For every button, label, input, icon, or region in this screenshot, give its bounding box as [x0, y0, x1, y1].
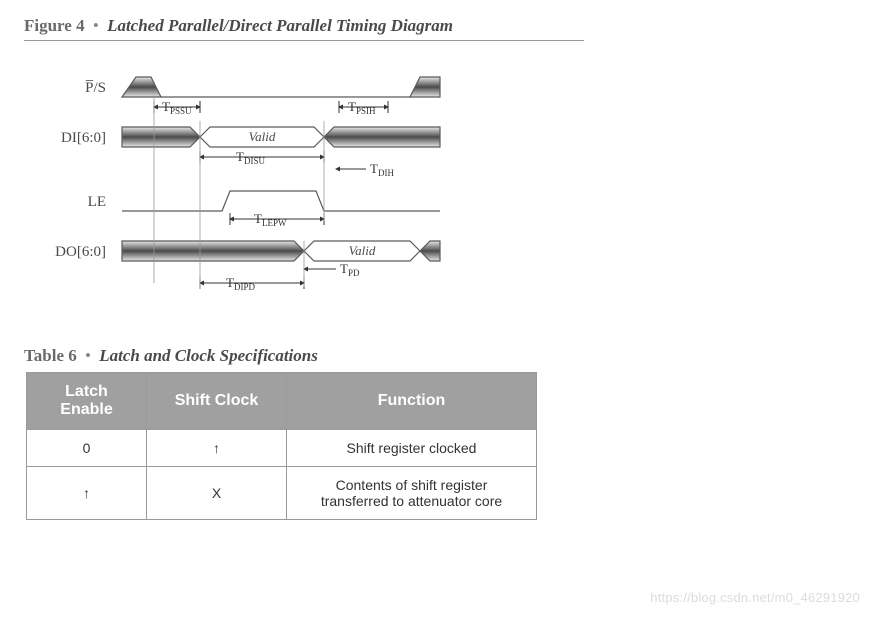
table-cell: ↑	[27, 467, 147, 520]
table-cell: Shift register clocked	[287, 430, 537, 467]
col-header-0: Latch Enable	[27, 373, 147, 430]
svg-text:TDIH: TDIH	[370, 161, 394, 178]
figure-rule	[24, 40, 584, 41]
table-bullet: •	[81, 346, 95, 365]
table-title: Latch and Clock Specifications	[99, 346, 318, 365]
watermark: https://blog.csdn.net/m0_46291920	[650, 590, 860, 605]
table-cell: ↑	[147, 430, 287, 467]
svg-text:TPSSU: TPSSU	[162, 99, 192, 116]
table-row: 0↑Shift register clocked	[27, 430, 537, 467]
col-header-2: Function	[287, 373, 537, 430]
table-caption: Table 6 • Latch and Clock Specifications	[24, 346, 854, 366]
figure-caption: Figure 4 • Latched Parallel/Direct Paral…	[24, 16, 854, 36]
table-label: Table 6	[24, 346, 77, 365]
timing-diagram: P̅/S DI[6:0] LE DO[6:0] Valid Valid TPSSU TPSIH…	[36, 61, 854, 306]
svg-text:Valid: Valid	[249, 129, 276, 144]
figure-label: Figure 4	[24, 16, 85, 35]
svg-text:DO[6:0]: DO[6:0]	[55, 244, 106, 260]
col-header-1: Shift Clock	[147, 373, 287, 430]
svg-text:TDISU: TDISU	[236, 149, 265, 166]
table-row: ↑XContents of shift register transferred…	[27, 467, 537, 520]
svg-text:DI[6:0]: DI[6:0]	[61, 130, 106, 146]
svg-text:TPD: TPD	[340, 261, 360, 278]
svg-text:LE: LE	[88, 194, 106, 210]
spec-table: Latch EnableShift ClockFunction0↑Shift r…	[26, 372, 537, 520]
svg-text:TLEPW: TLEPW	[254, 211, 287, 228]
figure-bullet: •	[89, 16, 103, 35]
svg-text:P̅/S: P̅/S	[85, 80, 106, 96]
svg-text:TPSIH: TPSIH	[348, 99, 376, 116]
svg-text:Valid: Valid	[349, 243, 376, 258]
timing-svg: P̅/S DI[6:0] LE DO[6:0] Valid Valid TPSSU TPSIH…	[36, 61, 466, 301]
figure-title: Latched Parallel/Direct Parallel Timing …	[107, 16, 453, 35]
svg-text:TDIPD: TDIPD	[226, 275, 255, 292]
table-cell: X	[147, 467, 287, 520]
table-cell: 0	[27, 430, 147, 467]
table-cell: Contents of shift register transferred t…	[287, 467, 537, 520]
